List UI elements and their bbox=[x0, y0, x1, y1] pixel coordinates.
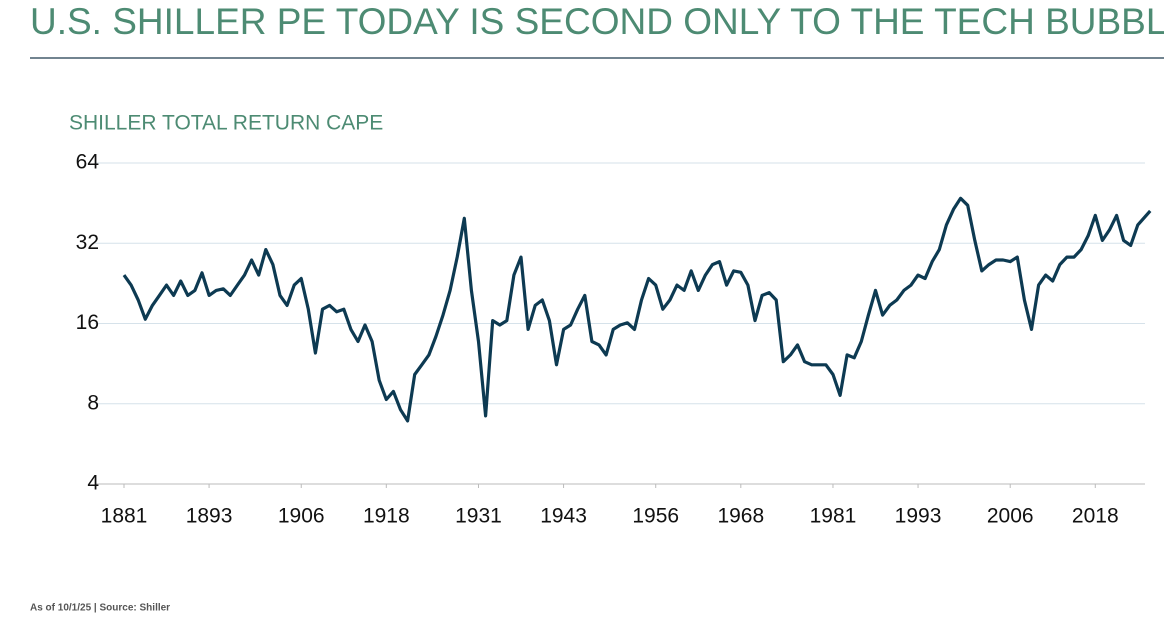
source-note: As of 10/1/25 | Source: Shiller bbox=[30, 603, 170, 614]
x-tick-label: 1956 bbox=[632, 505, 679, 528]
y-tick-label: 8 bbox=[87, 391, 99, 414]
x-tick-label: 1931 bbox=[455, 505, 502, 528]
y-tick-label: 4 bbox=[87, 472, 99, 495]
chart-title: U.S. SHILLER PE TODAY IS SECOND ONLY TO … bbox=[30, 1, 1164, 42]
y-tick-label: 32 bbox=[76, 231, 99, 254]
x-tick-label: 1943 bbox=[540, 505, 587, 528]
y-tick-label: 64 bbox=[76, 151, 100, 174]
y-tick-label: 16 bbox=[76, 311, 99, 334]
x-tick-label: 1881 bbox=[101, 505, 148, 528]
x-tick-label: 1968 bbox=[717, 505, 764, 528]
x-tick-label: 1993 bbox=[895, 505, 942, 528]
chart-subtitle: SHILLER TOTAL RETURN CAPE bbox=[69, 112, 383, 135]
x-tick-label: 1981 bbox=[810, 505, 857, 528]
data-line bbox=[122, 196, 1152, 423]
x-tick-label: 1893 bbox=[186, 505, 233, 528]
x-tick-label: 1906 bbox=[278, 505, 325, 528]
x-tick-label: 1918 bbox=[363, 505, 410, 528]
x-tick-label: 2018 bbox=[1072, 505, 1119, 528]
x-tick-label: 2006 bbox=[987, 505, 1034, 528]
